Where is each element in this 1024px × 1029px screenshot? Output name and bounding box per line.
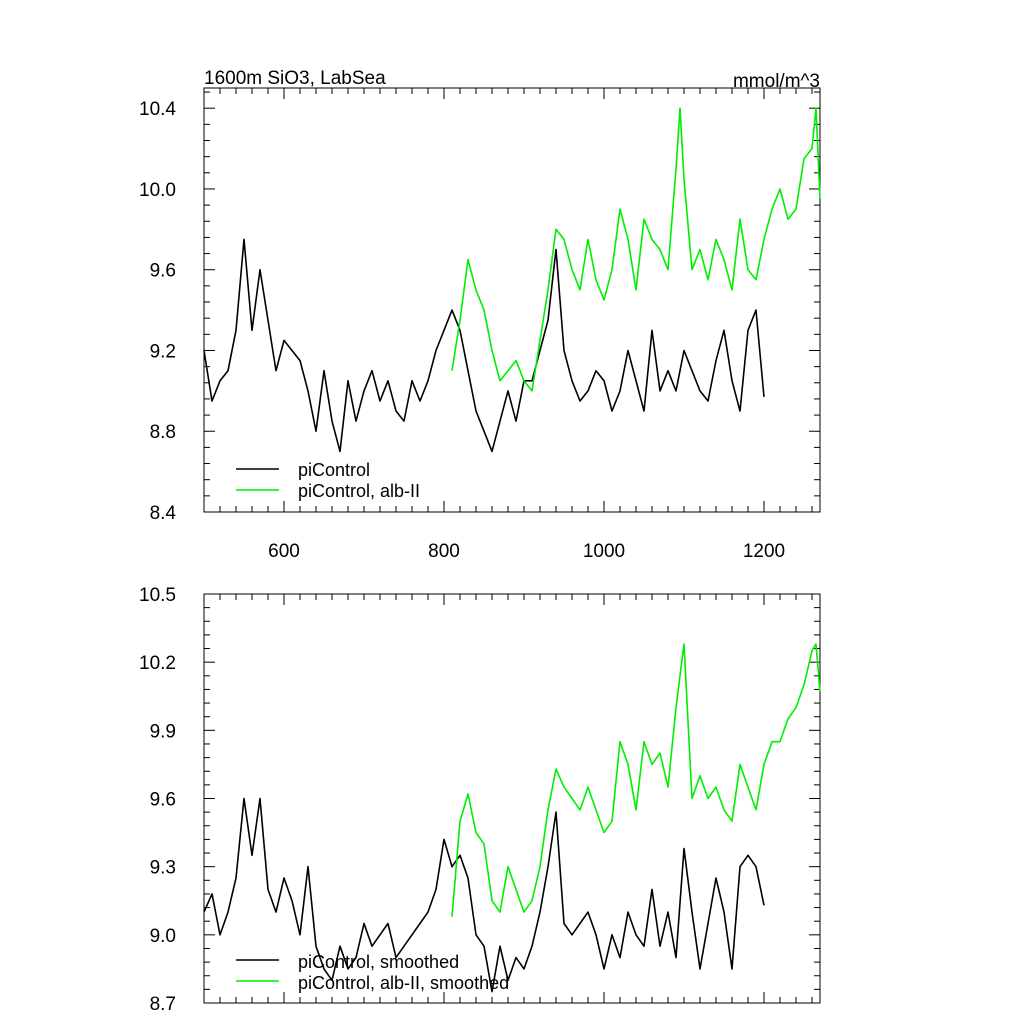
legend-label-picontrol-smoothed: piControl, smoothed	[298, 952, 459, 972]
chart-title: 1600m SiO3, LabSea	[204, 68, 386, 89]
y-tick-label: 10.0	[139, 180, 176, 201]
y-tick-label: 10.4	[139, 99, 176, 120]
y-tick-label: 9.9	[150, 721, 176, 742]
series-line-picontrol	[203, 238, 765, 453]
x-tick-label: 1000	[583, 541, 625, 562]
y-tick-label: 9.2	[150, 341, 176, 362]
legend-label-picontrol: piControl	[298, 460, 370, 480]
axis-ticks: 600 800 1000 1200 8.4 8.8 9.2 9.6 10.0 10.4	[139, 88, 820, 562]
y-tick-label: 10.5	[139, 585, 176, 606]
series-lines	[203, 107, 821, 453]
legend: piControl piControl, alb-II	[236, 460, 420, 501]
top-panel: 1600m SiO3, LabSea mmol/m^3 600 800 1000 12…	[139, 68, 821, 562]
plot-frame	[203, 87, 821, 513]
y-tick-label: 9.6	[150, 261, 176, 282]
legend-label-alb-ii: piControl, alb-II	[298, 481, 420, 501]
legend: piControl, smoothed piControl, alb-II, s…	[236, 952, 509, 993]
x-tick-label: 600	[268, 541, 300, 562]
bottom-panel: 8.7 9.0 9.3 9.6 9.9 10.2 10.5 piControl, smoot…	[139, 585, 821, 1015]
legend-label-alb-ii-smoothed: piControl, alb-II, smoothed	[298, 973, 509, 993]
y-tick-label: 9.0	[150, 926, 176, 947]
x-tick-label: 800	[428, 541, 460, 562]
series-lines	[203, 643, 821, 993]
y-tick-label: 9.6	[150, 790, 176, 811]
y-tick-label: 8.4	[150, 503, 177, 524]
series-line-alb-ii	[451, 643, 821, 917]
axis-ticks: 8.7 9.0 9.3 9.6 9.9 10.2 10.5	[139, 585, 820, 1015]
units-label: mmol/m^3	[733, 71, 820, 92]
y-tick-label: 8.8	[150, 422, 176, 443]
series-line-picontrol	[203, 797, 765, 993]
y-tick-label: 8.7	[150, 994, 176, 1015]
plot-area	[203, 87, 821, 513]
series-line-alb-ii	[451, 107, 821, 392]
y-tick-label: 10.2	[139, 653, 176, 674]
y-tick-label: 9.3	[150, 858, 176, 879]
x-tick-label: 1200	[743, 541, 785, 562]
